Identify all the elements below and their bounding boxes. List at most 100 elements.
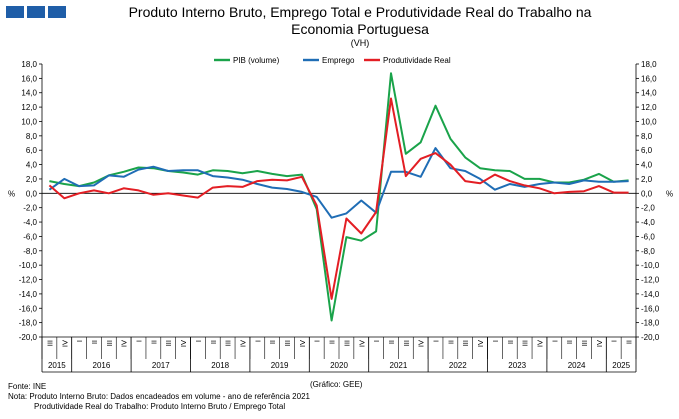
y-tick-label-right: 16,0 xyxy=(641,74,657,83)
x-quarter-label: I xyxy=(194,340,203,342)
y-tick-label-right: -2,0 xyxy=(641,204,655,213)
y-tick-label-left: -10,0 xyxy=(19,261,38,270)
x-quarter-label: IV xyxy=(238,340,247,347)
x-quarter-label: IV xyxy=(535,340,544,347)
y-tick-label-right: -10,0 xyxy=(641,261,660,270)
y-tick-label-left: -14,0 xyxy=(19,290,38,299)
x-quarter-label: I xyxy=(432,340,441,342)
y-tick-label-right: -8,0 xyxy=(641,247,655,256)
x-year-label: 2020 xyxy=(330,361,348,370)
x-year-label: 2022 xyxy=(449,361,467,370)
x-quarter-label: III xyxy=(105,340,114,346)
x-quarter-label: II xyxy=(387,340,396,344)
y-tick-label-right: -18,0 xyxy=(641,319,660,328)
x-quarter-label: IV xyxy=(595,340,604,347)
x-quarter-label: I xyxy=(135,340,144,342)
note-line-1: Nota: Produto Interno Bruto: Dados encad… xyxy=(8,392,310,401)
y-tick-label-left: 4,0 xyxy=(26,161,38,170)
source-note: Fonte: INE xyxy=(8,382,47,391)
y-tick-label-left: -2,0 xyxy=(23,204,37,213)
x-quarter-label: II xyxy=(328,340,337,344)
x-quarter-label: I xyxy=(253,340,262,342)
x-quarter-label: III xyxy=(45,340,54,346)
y-tick-label-right: 14,0 xyxy=(641,89,657,98)
y-tick-label-right: -16,0 xyxy=(641,304,660,313)
x-quarter-label: I xyxy=(75,340,84,342)
y-tick-label-right: 2,0 xyxy=(641,175,653,184)
x-quarter-label: II xyxy=(149,340,158,344)
y-tick-label-left: -4,0 xyxy=(23,218,37,227)
y-tick-label-left: 16,0 xyxy=(21,74,37,83)
ine-logo-icon xyxy=(6,6,66,18)
x-quarter-label: II xyxy=(446,340,455,344)
y-tick-label-left: 10,0 xyxy=(21,117,37,126)
x-quarter-label: III xyxy=(402,340,411,346)
legend-label-1: PIB (volume) xyxy=(233,56,280,65)
y-axis-label-right: % xyxy=(666,189,673,198)
x-year-label: 2019 xyxy=(271,361,289,370)
y-tick-label-right: 10,0 xyxy=(641,117,657,126)
y-tick-label-right: 0,0 xyxy=(641,189,653,198)
y-tick-label-right: 6,0 xyxy=(641,146,653,155)
x-year-label: 2018 xyxy=(211,361,229,370)
y-tick-label-left: -20,0 xyxy=(19,333,38,342)
x-quarter-label: IV xyxy=(476,340,485,347)
y-tick-label-left: 2,0 xyxy=(26,175,38,184)
graphic-source: (Gráfico: GEE) xyxy=(310,380,363,389)
y-tick-label-right: -14,0 xyxy=(641,290,660,299)
x-year-label: 2024 xyxy=(568,361,586,370)
x-quarter-label: III xyxy=(224,340,233,346)
x-year-label: 2016 xyxy=(93,361,111,370)
y-tick-label-left: 8,0 xyxy=(26,132,38,141)
x-quarter-label: III xyxy=(164,340,173,346)
x-year-label: 2017 xyxy=(152,361,170,370)
y-tick-label-left: 6,0 xyxy=(26,146,38,155)
y-tick-label-right: 12,0 xyxy=(641,103,657,112)
x-quarter-label: IV xyxy=(60,340,69,347)
y-tick-label-left: -6,0 xyxy=(23,232,37,241)
y-tick-label-left: -8,0 xyxy=(23,247,37,256)
y-tick-label-right: -20,0 xyxy=(641,333,660,342)
y-tick-label-left: -12,0 xyxy=(19,276,38,285)
y-axis-label-left: % xyxy=(8,189,15,198)
x-quarter-label: I xyxy=(372,340,381,342)
legend-label-3: Produtividade Real xyxy=(383,56,451,65)
x-quarter-label: II xyxy=(506,340,515,344)
x-quarter-label: II xyxy=(90,340,99,344)
series-line-1 xyxy=(49,72,629,322)
x-quarter-label: II xyxy=(625,340,634,344)
note-line-2: Produtividade Real do Trabalho: Produto … xyxy=(34,402,286,411)
chart-title-line2: Economia Portuguesa xyxy=(291,21,429,37)
y-tick-label-right: -12,0 xyxy=(641,276,660,285)
chart-subtitle: (VH) xyxy=(350,38,370,48)
x-quarter-label: IV xyxy=(179,340,188,347)
x-year-label: 2015 xyxy=(48,361,66,370)
series-line-2 xyxy=(48,147,629,219)
x-quarter-label: I xyxy=(610,340,619,342)
x-quarter-label: III xyxy=(580,340,589,346)
y-tick-label-left: 0,0 xyxy=(26,189,38,198)
y-tick-label-right: 8,0 xyxy=(641,132,653,141)
y-tick-label-left: 12,0 xyxy=(21,103,37,112)
x-quarter-label: IV xyxy=(417,340,426,347)
x-quarter-label: II xyxy=(268,340,277,344)
x-quarter-label: IV xyxy=(120,340,129,347)
x-quarter-label: III xyxy=(521,340,530,346)
y-tick-label-left: -16,0 xyxy=(19,304,38,313)
y-tick-label-right: 4,0 xyxy=(641,161,653,170)
x-year-label: 2021 xyxy=(390,361,408,370)
x-quarter-label: II xyxy=(209,340,218,344)
x-quarter-label: I xyxy=(491,340,500,342)
y-tick-label-left: 18,0 xyxy=(21,60,37,69)
y-tick-label-right: 18,0 xyxy=(641,60,657,69)
x-quarter-label: III xyxy=(283,340,292,346)
x-quarter-label: III xyxy=(461,340,470,346)
y-tick-label-left: 14,0 xyxy=(21,89,37,98)
x-quarter-label: IV xyxy=(357,340,366,347)
x-quarter-label: I xyxy=(550,340,559,342)
x-quarter-label: III xyxy=(342,340,351,346)
x-quarter-label: I xyxy=(313,340,322,342)
y-tick-label-left: -18,0 xyxy=(19,319,38,328)
y-tick-label-right: -6,0 xyxy=(641,232,655,241)
